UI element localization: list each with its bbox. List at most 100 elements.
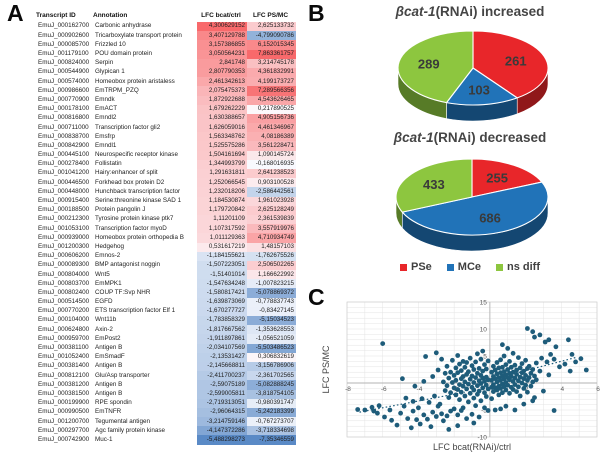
data-point[interactable] — [496, 392, 502, 398]
data-point[interactable] — [451, 406, 457, 412]
data-point[interactable] — [503, 387, 509, 393]
data-point[interactable] — [471, 420, 477, 426]
data-point[interactable] — [446, 395, 452, 400]
data-point[interactable] — [494, 379, 500, 385]
data-point[interactable] — [539, 355, 544, 361]
data-point[interactable] — [551, 356, 557, 362]
data-point[interactable] — [505, 382, 511, 388]
data-point[interactable] — [478, 356, 484, 362]
data-point[interactable] — [469, 363, 475, 369]
data-point[interactable] — [430, 409, 436, 415]
data-point[interactable] — [471, 395, 477, 401]
pie-slice-PSe[interactable] — [472, 30, 549, 99]
data-point[interactable] — [376, 403, 382, 409]
data-point[interactable] — [494, 371, 500, 377]
data-point[interactable] — [471, 380, 477, 385]
legend-item-mce[interactable]: MCe — [446, 261, 481, 273]
data-point[interactable] — [491, 389, 496, 394]
data-point[interactable] — [444, 363, 450, 369]
data-point[interactable] — [485, 408, 491, 413]
data-point[interactable] — [516, 355, 521, 360]
data-point[interactable] — [526, 363, 532, 369]
data-point[interactable] — [401, 403, 407, 409]
data-point[interactable] — [512, 375, 518, 381]
legend-item-ns-diff[interactable]: ns diff — [496, 261, 540, 273]
data-point[interactable] — [473, 375, 478, 380]
data-point[interactable] — [451, 373, 457, 378]
data-point[interactable] — [462, 393, 468, 399]
data-point[interactable] — [510, 387, 516, 392]
data-point[interactable] — [464, 360, 469, 365]
data-point[interactable] — [475, 351, 480, 357]
data-point[interactable] — [462, 364, 468, 370]
data-point[interactable] — [446, 375, 452, 381]
data-point[interactable] — [489, 377, 494, 383]
data-point[interactable] — [519, 361, 525, 366]
data-point[interactable] — [557, 364, 562, 370]
data-point[interactable] — [475, 383, 480, 389]
data-point[interactable] — [430, 374, 436, 379]
data-point[interactable] — [498, 406, 503, 412]
data-point[interactable] — [444, 383, 450, 389]
data-point[interactable] — [433, 350, 439, 356]
data-point[interactable] — [496, 365, 502, 371]
data-point[interactable] — [530, 379, 536, 385]
data-point[interactable] — [457, 382, 462, 387]
data-point[interactable] — [441, 418, 446, 424]
data-point[interactable] — [551, 408, 557, 413]
data-point[interactable] — [453, 377, 459, 383]
data-point[interactable] — [566, 337, 571, 343]
data-point[interactable] — [369, 404, 375, 410]
data-point[interactable] — [507, 390, 512, 396]
data-point[interactable] — [505, 367, 511, 372]
data-point[interactable] — [523, 357, 528, 363]
data-point[interactable] — [471, 367, 477, 372]
data-point[interactable] — [469, 373, 475, 379]
data-point[interactable] — [460, 374, 466, 379]
data-point[interactable] — [508, 364, 514, 370]
data-point[interactable] — [498, 357, 503, 363]
data-point[interactable] — [464, 416, 469, 421]
data-point[interactable] — [473, 359, 478, 365]
data-point[interactable] — [451, 385, 457, 391]
data-point[interactable] — [466, 369, 471, 375]
data-point[interactable] — [489, 396, 494, 402]
data-point[interactable] — [398, 410, 403, 416]
data-point[interactable] — [507, 359, 512, 364]
data-point[interactable] — [548, 352, 553, 357]
data-point[interactable] — [437, 401, 443, 407]
data-point[interactable] — [512, 382, 518, 387]
data-point[interactable] — [500, 390, 505, 396]
data-point[interactable] — [573, 359, 578, 365]
data-point[interactable] — [491, 363, 496, 369]
data-point[interactable] — [537, 332, 543, 338]
data-point[interactable] — [583, 367, 589, 373]
data-point[interactable] — [387, 407, 393, 413]
data-point[interactable] — [460, 383, 466, 389]
data-point[interactable] — [442, 388, 448, 393]
data-point[interactable] — [525, 389, 530, 395]
data-point[interactable] — [426, 400, 432, 405]
data-point[interactable] — [442, 370, 448, 376]
data-point[interactable] — [489, 369, 494, 375]
data-point[interactable] — [528, 370, 534, 376]
data-point[interactable] — [519, 380, 525, 386]
data-point[interactable] — [525, 326, 530, 331]
data-point[interactable] — [494, 360, 500, 365]
data-point[interactable] — [466, 381, 471, 387]
data-point[interactable] — [469, 411, 475, 417]
data-point[interactable] — [562, 361, 568, 367]
data-point[interactable] — [435, 367, 441, 373]
data-point[interactable] — [483, 394, 489, 399]
data-point[interactable] — [567, 368, 573, 374]
data-point[interactable] — [460, 405, 466, 411]
data-point[interactable] — [485, 377, 491, 383]
data-point[interactable] — [508, 374, 514, 379]
data-point[interactable] — [532, 395, 537, 400]
data-point[interactable] — [537, 368, 543, 374]
data-point[interactable] — [467, 355, 473, 361]
data-point[interactable] — [503, 362, 509, 367]
pie-slice-PSe[interactable] — [471, 158, 543, 198]
pie-slice-ns-diff[interactable] — [395, 158, 473, 213]
data-point[interactable] — [523, 382, 528, 388]
